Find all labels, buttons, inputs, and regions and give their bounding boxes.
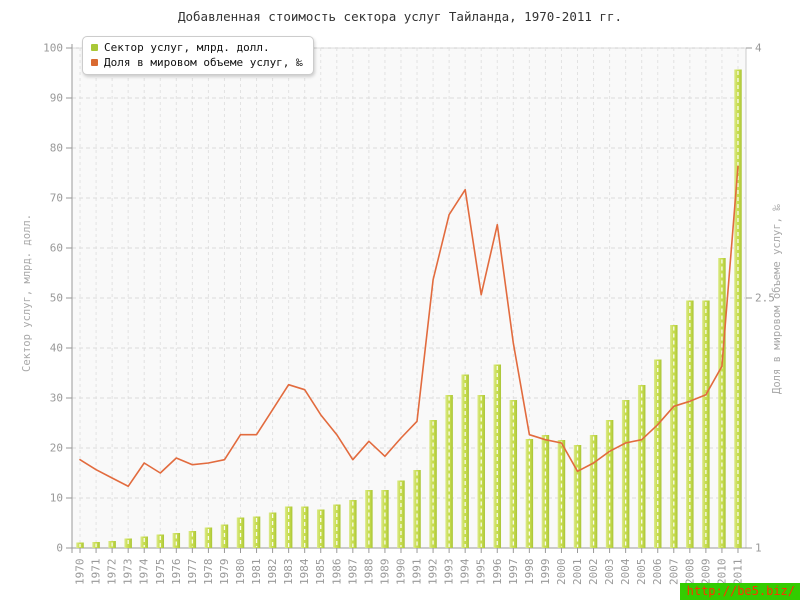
x-axis-tick-label: 1971: [90, 559, 103, 586]
x-axis-tick-label: 1974: [138, 558, 151, 585]
y2-axis-tick-label: 4: [755, 42, 762, 55]
x-axis-tick-label: 1989: [378, 559, 391, 586]
y-axis-tick-label: 0: [56, 542, 63, 555]
watermark-link[interactable]: http://be5.biz/: [679, 583, 800, 600]
x-axis-tick-label: 1983: [282, 559, 295, 586]
bar-2007[interactable]: [670, 325, 678, 548]
legend-marker-share-icon: [91, 59, 98, 66]
x-axis-tick-label: 2001: [571, 559, 584, 586]
y-axis-tick-label: 40: [50, 342, 63, 355]
x-axis-tick-label: 2003: [603, 559, 616, 586]
bar-1990[interactable]: [397, 480, 405, 549]
y-axis-tick-label: 50: [50, 292, 63, 305]
bar-1995[interactable]: [477, 395, 485, 548]
bar-1983[interactable]: [284, 506, 293, 549]
x-axis-tick-label: 1976: [170, 559, 183, 586]
x-axis-tick-label: 2011: [731, 559, 744, 586]
x-axis-tick-label: 2007: [667, 559, 680, 586]
bar-1975[interactable]: [156, 534, 165, 549]
x-axis-tick-label: 1980: [234, 559, 247, 586]
x-axis-tick-label: 1990: [394, 559, 407, 586]
legend-label-services: Сектор услуг, млрд. долл.: [104, 41, 270, 54]
bar-2002[interactable]: [589, 435, 598, 548]
x-axis-tick-label: 1973: [122, 559, 135, 586]
bar-1993[interactable]: [445, 395, 453, 548]
x-axis-tick-label: 2010: [715, 559, 728, 586]
x-axis-tick-label: 2004: [619, 558, 632, 585]
x-axis-tick-label: 1978: [202, 559, 215, 586]
bar-1976[interactable]: [172, 533, 181, 548]
x-axis-tick-label: 1987: [346, 559, 359, 586]
bar-1988[interactable]: [365, 490, 373, 548]
y-axis-tick-label: 70: [50, 192, 63, 205]
y-axis-tick-label: 10: [50, 492, 63, 505]
x-axis-tick-label: 2005: [635, 559, 648, 586]
x-axis-tick-label: 1999: [539, 559, 552, 586]
x-axis-tick-label: 2002: [587, 559, 600, 586]
x-axis-tick-label: 1981: [250, 559, 263, 586]
x-axis-tick-label: 2006: [651, 559, 664, 586]
x-axis-tick-label: 1991: [411, 559, 424, 586]
x-axis-tick-label: 1972: [106, 559, 119, 586]
legend[interactable]: Сектор услуг, млрд. долл. Доля в мировом…: [82, 36, 314, 75]
x-axis-tick-label: 1998: [523, 559, 536, 586]
y-axis-tick-label: 100: [43, 42, 63, 55]
legend-marker-services-icon: [91, 44, 98, 51]
x-axis-tick-label: 1979: [218, 559, 231, 586]
bar-1999[interactable]: [541, 435, 550, 548]
x-axis-tick-label: 1997: [507, 559, 520, 586]
x-axis-tick-label: 1995: [475, 559, 488, 586]
bar-1974[interactable]: [140, 536, 148, 549]
x-axis-tick-label: 1993: [443, 559, 456, 586]
x-axis-tick-label: 1992: [427, 559, 440, 586]
y-axis-tick-label: 90: [50, 92, 63, 105]
x-axis-tick-label: 2009: [699, 559, 712, 586]
legend-label-share: Доля в мировом объеме услуг, ‰: [104, 56, 303, 69]
x-axis-tick-label: 1985: [314, 559, 327, 586]
bar-1989[interactable]: [381, 490, 389, 548]
x-axis-tick-label: 1970: [74, 559, 87, 586]
left-axis-title: Сектор услуг, млрд. долл.: [21, 213, 33, 372]
x-axis-tick-label: 1996: [491, 559, 504, 586]
bar-2011[interactable]: [734, 69, 742, 549]
bar-1992[interactable]: [429, 420, 437, 548]
chart-title: Добавленная стоимость сектора услуг Тайл…: [177, 9, 622, 24]
legend-item-services[interactable]: Сектор услуг, млрд. долл.: [91, 41, 303, 54]
share-line[interactable]: [79, 165, 739, 488]
bar-1980[interactable]: [236, 517, 245, 549]
y-axis-tick-label: 20: [50, 442, 63, 455]
x-axis-tick-label: 2000: [555, 559, 568, 586]
y-axis-tick-label: 60: [50, 242, 63, 255]
y2-axis-tick-label: 2.5: [755, 292, 775, 305]
y-axis-tick-label: 80: [50, 142, 63, 155]
x-axis-tick-label: 1977: [186, 559, 199, 586]
x-axis-tick-label: 1994: [459, 558, 472, 585]
bar-1996[interactable]: [493, 364, 502, 549]
legend-item-share[interactable]: Доля в мировом объеме услуг, ‰: [91, 56, 303, 69]
x-axis-tick-label: 1982: [266, 559, 279, 586]
x-axis-tick-label: 1984: [298, 558, 311, 585]
y-axis-tick-label: 30: [50, 392, 63, 405]
right-axis-title: Доля в мировом объеме услуг, ‰: [771, 204, 783, 394]
bar-1984[interactable]: [300, 506, 309, 549]
x-axis-tick-label: 2008: [683, 559, 696, 586]
x-axis-tick-label: 1975: [154, 559, 167, 586]
bar-2003[interactable]: [605, 420, 614, 548]
x-axis-tick-label: 1986: [330, 559, 343, 586]
bar-1986[interactable]: [333, 504, 341, 549]
x-axis-tick-label: 1988: [362, 559, 375, 586]
y2-axis-tick-label: 1: [755, 542, 762, 555]
